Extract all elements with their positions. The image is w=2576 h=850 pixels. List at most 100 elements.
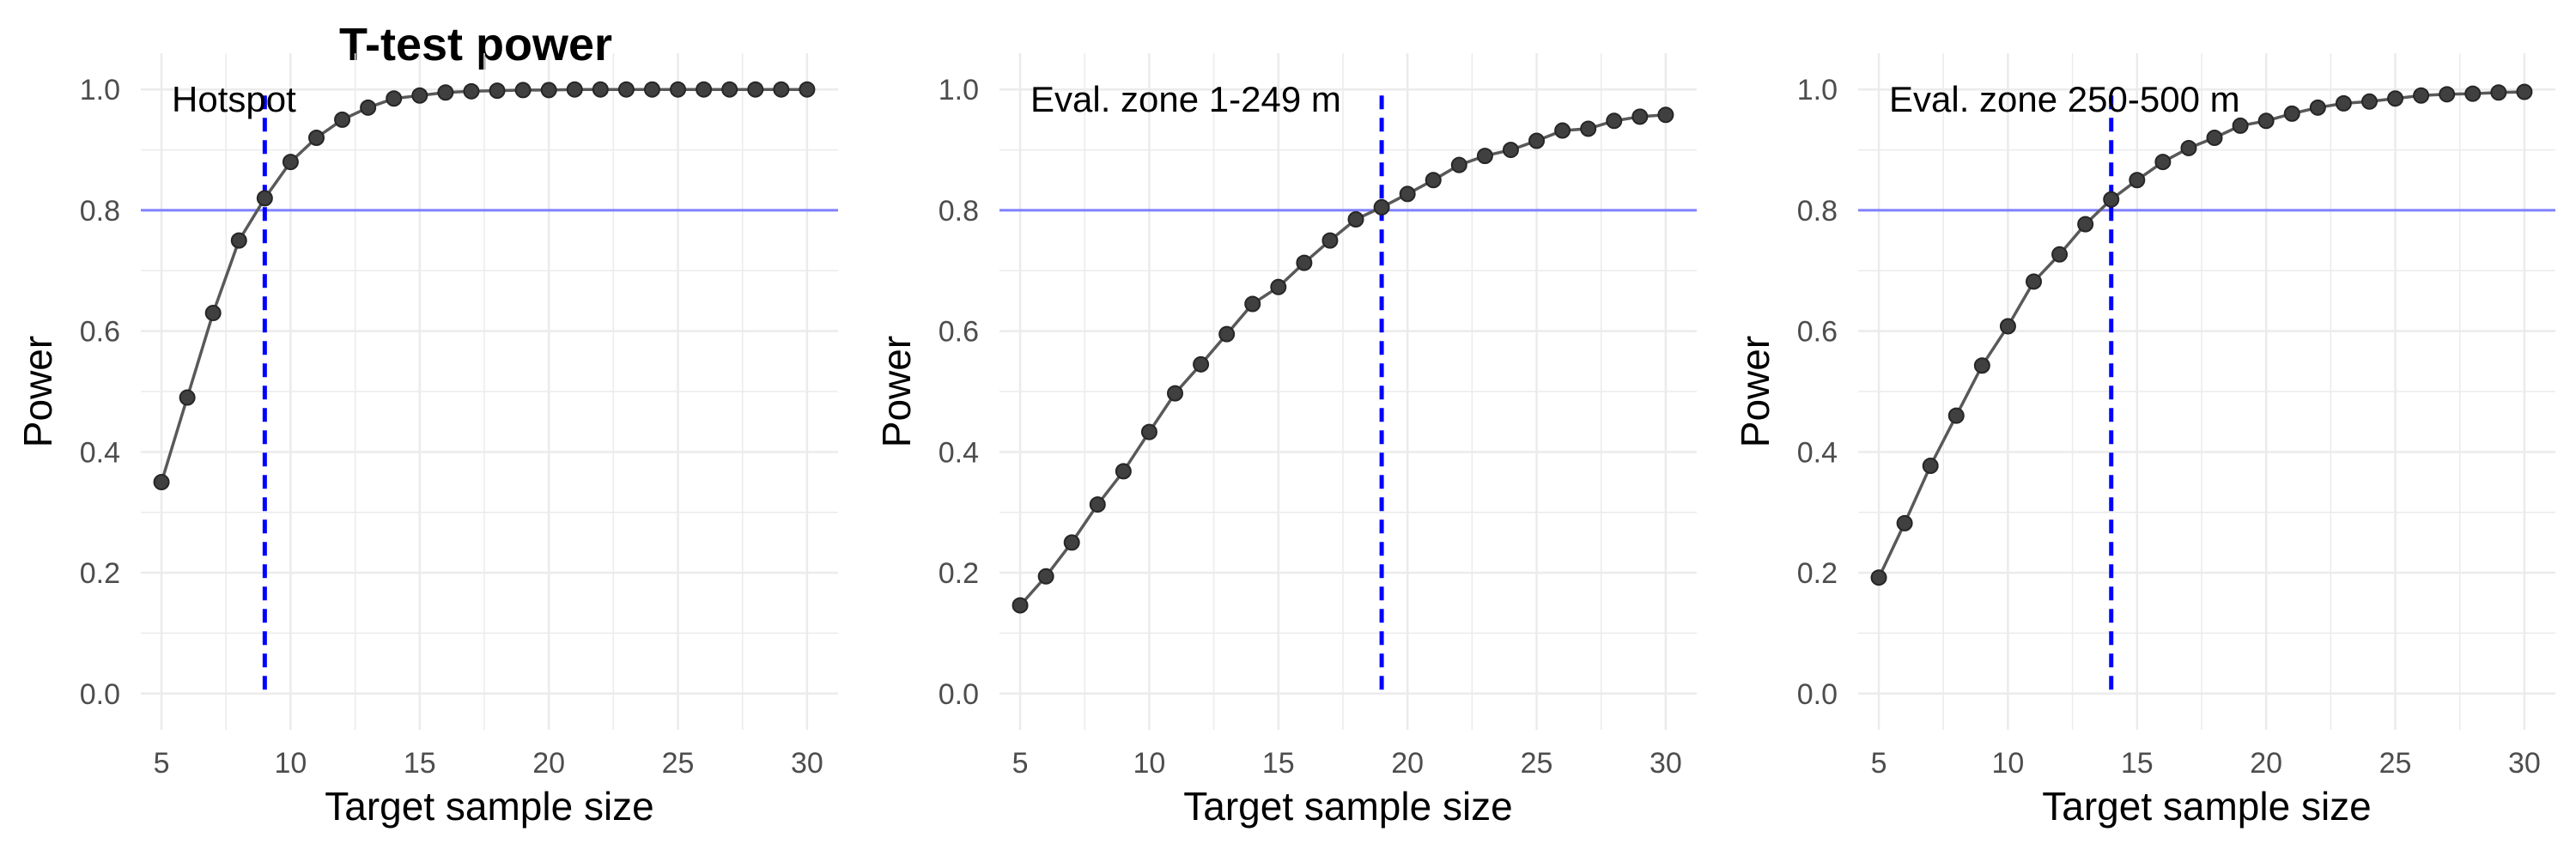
chart-panel-1: 0.0 0.2 0.4 0.6 0.8 1.0 5 10 15 20 25 30 Target samp… — [15, 53, 838, 829]
data-point — [2026, 273, 2043, 290]
data-point — [204, 305, 222, 322]
x-tick-label: 25 — [662, 747, 695, 780]
grid — [141, 53, 838, 730]
data-point — [2154, 154, 2172, 171]
x-tick-label: 20 — [532, 747, 565, 780]
data-point — [2309, 99, 2326, 116]
y-tick-label: 0.6 — [1797, 316, 1838, 349]
data-point — [1321, 232, 1339, 249]
x-tick-label: 30 — [791, 747, 823, 780]
data-point — [334, 111, 351, 128]
data-point — [2464, 85, 2482, 102]
data-point — [2051, 246, 2069, 263]
data-point — [2206, 130, 2223, 146]
data-point — [256, 190, 273, 207]
data-point — [617, 81, 635, 98]
chart-panel-2: 0.0 0.2 0.4 0.6 0.8 1.0 5 10 15 20 25 30 Target samp… — [874, 53, 1697, 829]
data-point — [386, 90, 403, 107]
y-tick-label: 0.4 — [80, 436, 120, 469]
y-tick-label: 0.0 — [939, 678, 979, 711]
x-tick-label: 5 — [1012, 747, 1029, 780]
data-point — [1999, 318, 2016, 335]
x-tick-label: 25 — [2379, 747, 2412, 780]
data-point — [2232, 117, 2249, 134]
y-tick-label: 0.4 — [1797, 436, 1838, 469]
x-axis-title: Target sample size — [1183, 784, 1513, 829]
data-point — [1922, 458, 1939, 475]
data-point — [670, 81, 687, 98]
data-point — [1870, 569, 1887, 586]
data-point — [1425, 172, 1442, 189]
x-tick-label: 10 — [1992, 747, 2025, 780]
x-tick-label: 5 — [154, 747, 170, 780]
data-point — [1373, 198, 1390, 216]
x-tick-label: 25 — [1521, 747, 1553, 780]
data-point — [2516, 83, 2533, 100]
data-point — [1947, 407, 1965, 424]
data-point — [282, 154, 299, 171]
data-point — [643, 81, 660, 98]
data-point — [437, 84, 454, 101]
x-axis-title: Target sample size — [325, 784, 654, 829]
x-tick-label: 30 — [1649, 747, 1682, 780]
data-point — [1296, 254, 1313, 271]
data-point — [230, 232, 247, 249]
data-point — [540, 82, 557, 99]
panel-label: Eval. zone 250-500 m — [1889, 79, 2240, 119]
data-point — [1606, 112, 1623, 130]
x-tick-label: 20 — [1391, 747, 1424, 780]
grid — [1858, 53, 2555, 730]
data-point — [1896, 514, 1913, 531]
data-point — [308, 130, 325, 146]
figure-title: T-test power — [339, 19, 612, 70]
data-point — [1012, 597, 1029, 614]
x-tick-label: 5 — [1871, 747, 1887, 780]
data-point — [2490, 84, 2507, 101]
y-tick-label: 0.6 — [80, 316, 120, 349]
y-tick-label: 0.8 — [80, 195, 120, 228]
y-tick-label: 1.0 — [1797, 74, 1838, 106]
y-tick-label: 0.8 — [1797, 195, 1838, 228]
x-tick-label: 15 — [404, 747, 436, 780]
y-axis-title: Power — [874, 336, 919, 447]
y-tick-label: 1.0 — [939, 74, 979, 106]
x-tick-label: 15 — [1262, 747, 1295, 780]
y-tick-label: 0.0 — [1797, 678, 1838, 711]
x-axis-title: Target sample size — [2042, 784, 2372, 829]
x-tick-label: 10 — [275, 747, 307, 780]
data-point — [2283, 105, 2300, 122]
data-point — [1244, 295, 1261, 313]
data-point — [1218, 325, 1236, 343]
data-point — [2360, 93, 2378, 110]
data-point — [1476, 148, 1493, 165]
data-point — [2077, 216, 2094, 233]
chart-panel-3: 0.0 0.2 0.4 0.6 0.8 1.0 5 10 15 20 25 30 Target samp… — [1733, 53, 2555, 829]
data-point — [360, 99, 377, 116]
data-point — [2413, 87, 2430, 104]
panels: 0.0 0.2 0.4 0.6 0.8 1.0 5 10 15 20 25 30 Target samp… — [15, 53, 2555, 829]
data-point — [1089, 496, 1106, 513]
data-point — [2103, 191, 2120, 208]
y-tick-label: 0.2 — [939, 557, 979, 590]
x-tick-label: 15 — [2121, 747, 2154, 780]
y-tick-label: 0.4 — [939, 436, 979, 469]
data-point — [2335, 94, 2352, 112]
data-point — [2439, 86, 2456, 103]
data-point — [1270, 278, 1287, 295]
y-tick-label: 0.2 — [1797, 557, 1838, 590]
data-point — [799, 81, 816, 98]
data-point — [1167, 385, 1184, 402]
data-point — [489, 82, 506, 100]
data-point — [1115, 463, 1132, 480]
data-point — [1063, 534, 1080, 551]
data-point — [721, 81, 738, 98]
data-point — [1554, 122, 1571, 139]
data-point — [2180, 139, 2197, 156]
data-point — [1450, 156, 1467, 173]
data-point — [1528, 132, 1546, 149]
data-point — [566, 81, 583, 98]
y-axis-title: Power — [1733, 336, 1777, 447]
data-point — [1657, 106, 1674, 124]
grid — [999, 53, 1697, 730]
